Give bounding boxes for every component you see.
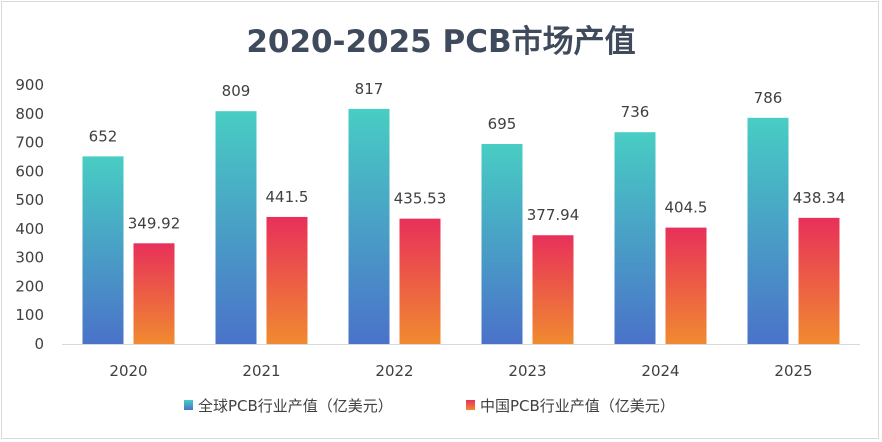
y-tick-label: 400 [15,220,44,238]
legend-label-series1: 全球PCB行业产值（亿美元） [198,397,393,415]
bar-series1-2021 [215,111,257,344]
data-label-series1-2023: 695 [488,115,517,133]
y-tick-label: 300 [15,249,44,267]
x-tick-label: 2023 [508,362,546,380]
bar-series1-2025 [747,117,789,344]
data-label-series2-2023: 377.94 [527,206,580,224]
data-label-series2-2020: 349.92 [128,214,181,232]
y-tick-label: 800 [15,105,44,123]
data-label-series1-2022: 817 [355,80,384,98]
y-tick-label: 900 [15,76,44,94]
data-label-series1-2021: 809 [222,82,251,100]
bar-series2-2022 [399,218,441,344]
data-label-series2-2021: 441.5 [266,188,309,206]
x-tick-label: 2020 [109,362,147,380]
y-tick-label: 100 [15,306,44,324]
data-label-series2-2024: 404.5 [665,199,708,217]
y-tick-label: 600 [15,162,44,180]
bar-series2-2021 [266,216,308,344]
legend: 全球PCB行业产值（亿美元） 中国PCB行业产值（亿美元） [184,397,675,415]
data-label-series1-2024: 736 [621,103,650,121]
legend-label-series2: 中国PCB行业产值（亿美元） [480,397,675,415]
x-tick-label: 2022 [375,362,413,380]
x-axis: 2020 2021 2022 2023 2024 2025 [109,362,812,380]
x-tick-label: 2021 [242,362,280,380]
bar-series1-2023 [481,143,523,344]
data-label-series2-2025: 438.34 [793,189,846,207]
bar-series1-2024 [614,132,656,344]
data-label-series1-2020: 652 [89,127,118,145]
bar-series2-2023 [532,235,574,344]
data-label-series2-2022: 435.53 [394,190,447,208]
bar-series2-2025 [798,217,840,344]
bar-series1-2022 [348,108,390,344]
y-tick-label: 200 [15,277,44,295]
x-tick-label: 2025 [774,362,812,380]
bar-series2-2020 [133,243,175,344]
chart-title: 2020-2025 PCB市场产值 [246,24,635,60]
legend-swatch-series1 [184,400,193,410]
bar-series1-2020 [82,156,124,344]
bar-series2-2024 [665,227,707,344]
data-label-series1-2025: 786 [754,89,783,107]
bars-group: 652 349.92 809 441.5 817 435.53 695 377.94 736 40… [82,80,846,344]
y-axis: 0 100 200 300 400 500 600 700 800 900 [15,76,44,353]
y-tick-label: 0 [34,335,44,353]
y-tick-label: 500 [15,191,44,209]
x-tick-label: 2024 [641,362,679,380]
legend-swatch-series2 [466,400,475,410]
y-tick-label: 700 [15,134,44,152]
